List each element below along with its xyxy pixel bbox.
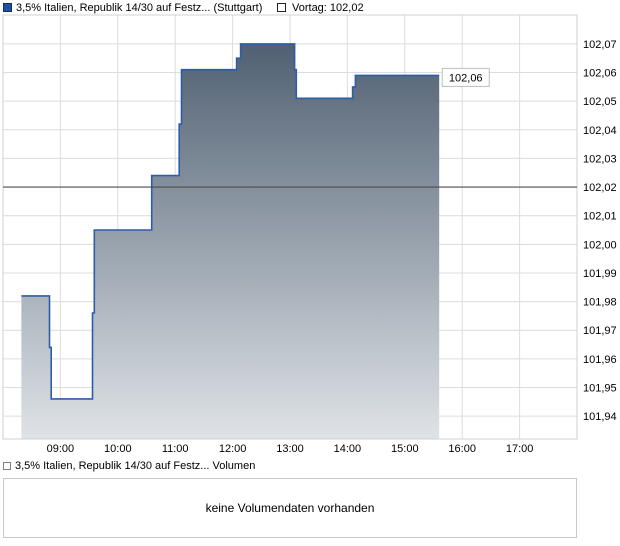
price-chart-svg[interactable]: 102,07 102,06 102,05 102,04 102,03 102,02 102,… <box>0 0 620 460</box>
y-axis-tick-label: 102,05 <box>583 96 617 108</box>
vortag-legend-swatch <box>277 3 286 12</box>
volume-legend-label: 3,5% Italien, Republik 14/30 auf Festz..… <box>15 460 256 472</box>
x-axis-tick-label: 15:00 <box>391 443 419 455</box>
y-axis-tick-label: 101,95 <box>583 382 617 394</box>
y-axis-tick-label: 101,99 <box>583 268 617 280</box>
price-area <box>21 43 440 440</box>
series-legend-label: 3,5% Italien, Republik 14/30 auf Festz..… <box>16 2 263 14</box>
x-axis-tick-label: 14:00 <box>334 443 362 455</box>
chart-legend: 3,5% Italien, Republik 14/30 auf Festz..… <box>0 0 620 14</box>
x-axis-tick-label: 11:00 <box>162 443 189 455</box>
y-axis-tick-label: 101,97 <box>583 325 617 337</box>
x-axis-tick-label: 17:00 <box>506 443 534 455</box>
y-axis-tick-label: 102,02 <box>583 182 617 194</box>
volume-legend: 3,5% Italien, Republik 14/30 auf Festz..… <box>0 458 620 474</box>
volume-panel: keine Volumendaten vorhanden <box>3 478 577 538</box>
x-axis-tick-label: 09:00 <box>47 443 75 455</box>
y-axis-tick-label: 102,00 <box>583 239 617 251</box>
vortag-legend-label: Vortag: 102,02 <box>292 2 364 14</box>
x-axis-tick-label: 13:00 <box>276 443 304 455</box>
y-axis-tick-label: 102,01 <box>583 211 617 223</box>
series-legend-swatch <box>3 3 12 12</box>
volume-empty-message: keine Volumendaten vorhanden <box>205 501 375 515</box>
last-price-flag <box>441 67 490 87</box>
x-axis-tick-label: 16:00 <box>448 443 476 455</box>
y-axis-tick-label: 101,98 <box>583 297 617 309</box>
y-axis-tick-label: 102,06 <box>583 68 617 80</box>
volume-legend-swatch <box>3 462 11 470</box>
x-axis-tick-label: 10:00 <box>104 443 132 455</box>
last-price-flag-label: 102,06 <box>449 72 483 84</box>
price-step-line <box>21 43 440 400</box>
y-axis-tick-label: 102,04 <box>583 125 617 137</box>
y-axis-tick-label: 101,94 <box>583 411 617 423</box>
plot-border <box>2 14 578 440</box>
y-axis-tick-label: 102,07 <box>583 39 617 51</box>
x-axis-tick-label: 12:00 <box>219 443 247 455</box>
y-axis-tick-label: 101,96 <box>583 354 617 366</box>
y-axis-tick-label: 102,03 <box>583 153 617 165</box>
price-chart[interactable]: 102,07 102,06 102,05 102,04 102,03 102,02 102,… <box>0 0 620 460</box>
